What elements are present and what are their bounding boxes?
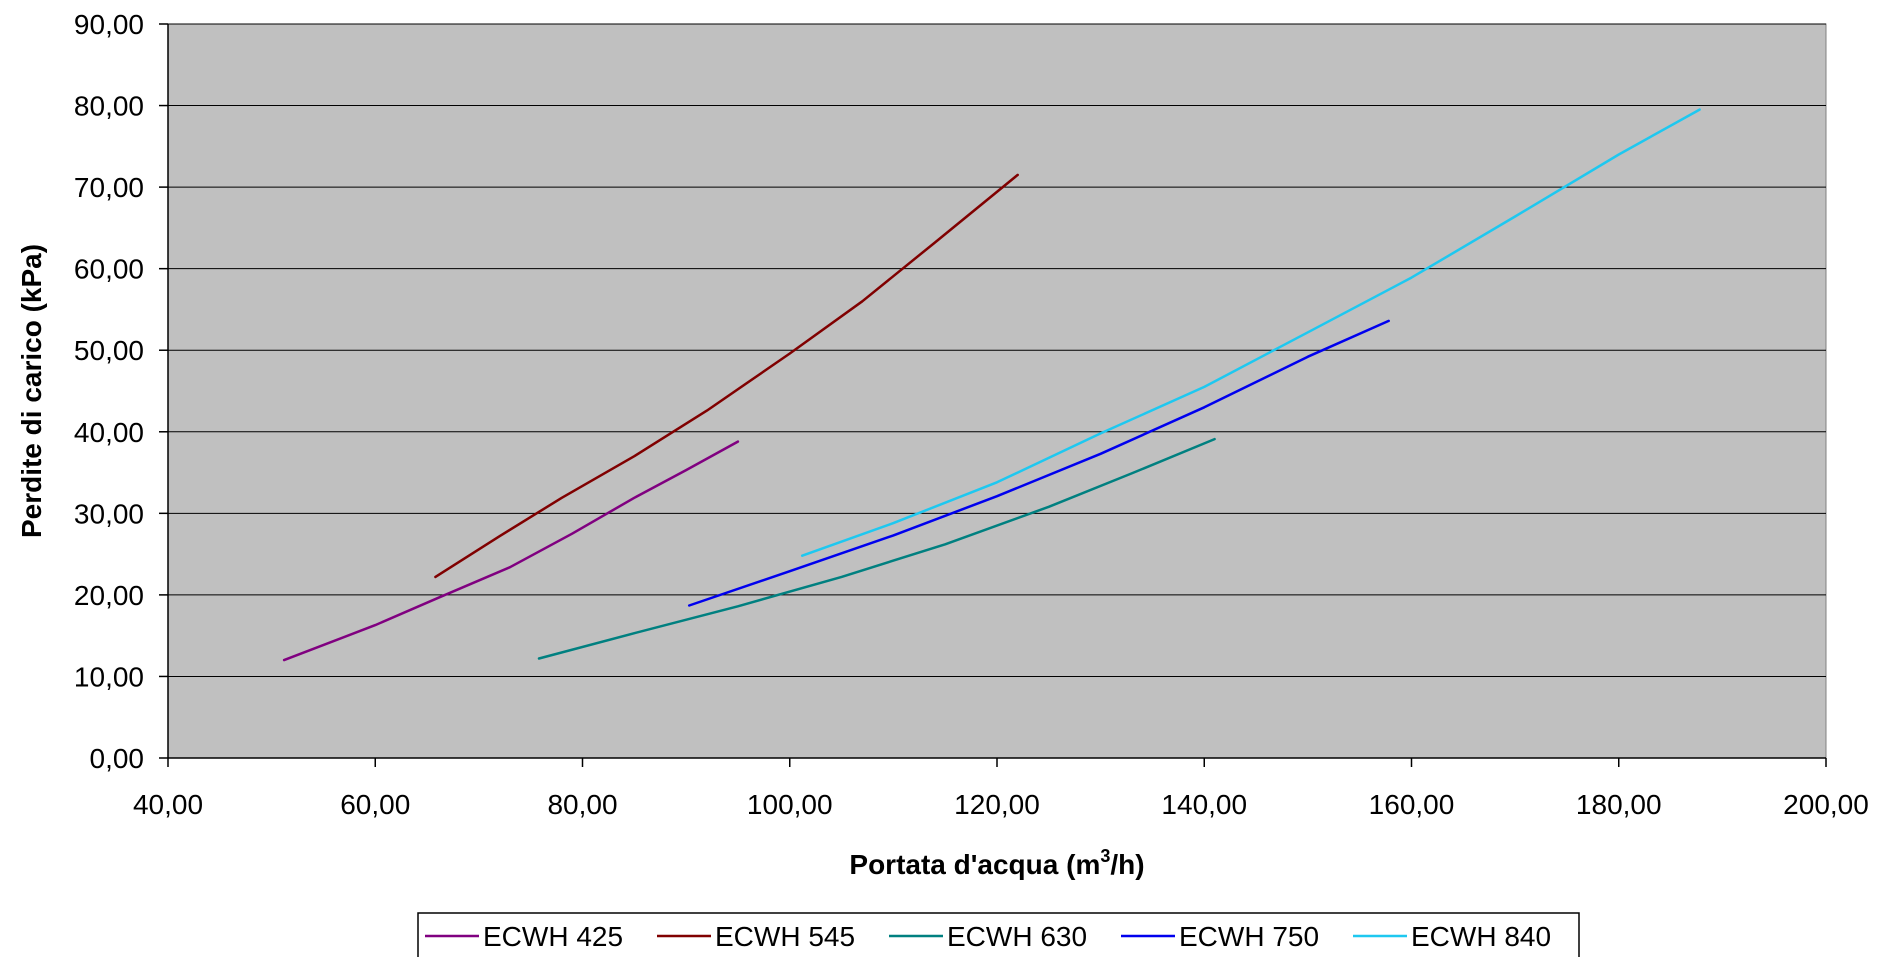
x-axis-title: Portata d'acqua (m3/h) [849, 846, 1144, 880]
series-line-ecwh-545 [434, 173, 1019, 579]
y-tick-label: 80,00 [74, 91, 144, 122]
x-tick-label: 80,00 [547, 789, 617, 820]
series-line-ecwh-750 [687, 319, 1390, 607]
y-tick-label: 30,00 [74, 498, 144, 529]
y-tick-label: 50,00 [74, 335, 144, 366]
x-tick-label: 200,00 [1783, 789, 1869, 820]
x-tick-labels: 40,00 60,00 80,00 100,00 120,00 140,00 160,00 1… [133, 789, 1869, 820]
x-axis-title-sup: 3 [1100, 846, 1110, 866]
y-tick-label: 40,00 [74, 417, 144, 448]
y-tick-label: 10,00 [74, 661, 144, 692]
x-axis-title-main: Portata d'acqua (m [849, 849, 1100, 880]
legend-label: ECWH 630 [947, 921, 1087, 952]
x-tick-label: 40,00 [133, 789, 203, 820]
x-tick-label: 180,00 [1576, 789, 1662, 820]
y-tick-label: 60,00 [74, 254, 144, 285]
y-axis-title: Perdite di carico (kPa) [16, 244, 47, 538]
axes [159, 23, 1827, 767]
series-lines [282, 108, 1701, 662]
legend-entries: ECWH 425 ECWH 545 ECWH 630 ECWH 750 ECWH 840 [425, 921, 1551, 952]
series-line-ecwh-840 [800, 108, 1701, 557]
x-tick-label: 120,00 [954, 789, 1040, 820]
y-tick-label: 90,00 [74, 9, 144, 40]
legend-label: ECWH 545 [715, 921, 855, 952]
x-tick-label: 140,00 [1161, 789, 1247, 820]
x-tick-label: 60,00 [340, 789, 410, 820]
legend-label: ECWH 425 [483, 921, 623, 952]
x-tick-label: 100,00 [747, 789, 833, 820]
legend: ECWH 425 ECWH 545 ECWH 630 ECWH 750 ECWH 840 [417, 912, 1580, 960]
legend-label: ECWH 750 [1179, 921, 1319, 952]
y-tick-labels: 0,00 10,00 20,00 30,00 40,00 50,00 60,00 70,00 8… [74, 9, 144, 774]
legend-label: ECWH 840 [1411, 921, 1551, 952]
y-tick-label: 70,00 [74, 172, 144, 203]
x-tick-label: 160,00 [1369, 789, 1455, 820]
series-line-ecwh-425 [282, 440, 740, 662]
y-tick-label: 20,00 [74, 580, 144, 611]
x-axis-title-tail: /h) [1110, 849, 1144, 880]
series-line-ecwh-630 [537, 437, 1216, 660]
plot-area [167, 23, 1827, 759]
y-tick-label: 0,00 [90, 743, 145, 774]
